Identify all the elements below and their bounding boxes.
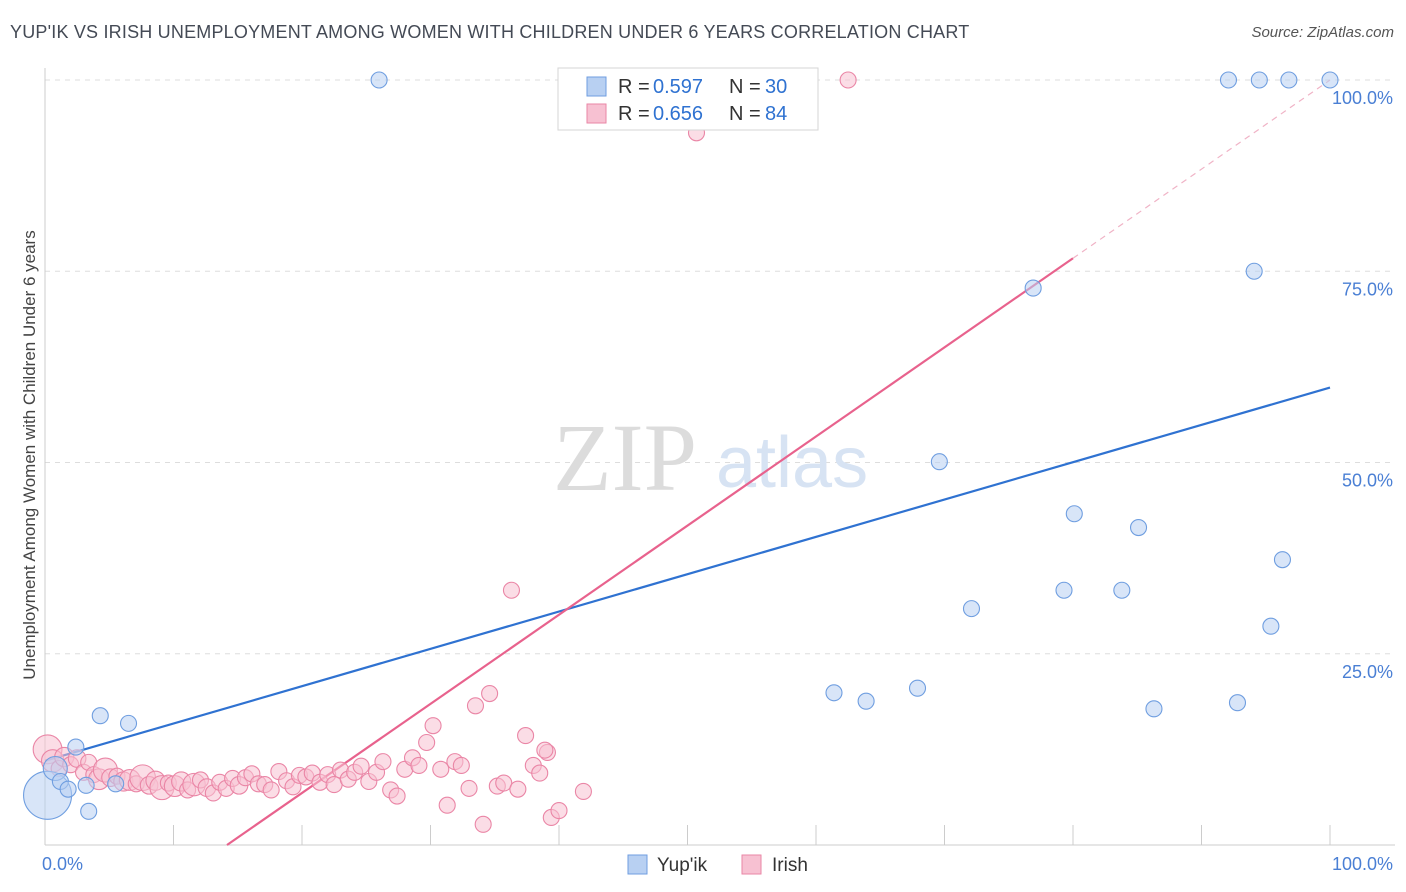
yupik-point [1129,518,1148,537]
irish-point [481,684,499,703]
x-tick-label: 0.0% [42,854,83,874]
legend-top: R = 0.597 N = 30 R = 0.656 N = 84 [557,67,819,131]
legend-r-value-irish: 0.656 [653,103,703,125]
yupik-point [1321,71,1339,89]
yupik-point [1219,71,1238,89]
irish-point [517,727,535,745]
trend-lines [44,79,1331,846]
legend-r-value-yupik: 0.597 [653,76,703,98]
irish-point [466,697,485,715]
legend-r-label-irish: R = [618,103,650,125]
irish-point [388,787,406,805]
irish-point [418,733,436,752]
legend-r-label-yupik: R = [618,76,650,98]
yupik-point [1228,694,1247,712]
yupik-point [1065,505,1083,523]
legend-n-value-yupik: 30 [765,76,787,98]
yupik-point [59,780,77,798]
irish-point [550,802,568,820]
yupik-point [825,684,843,702]
yupik-point [1145,700,1163,718]
bottom-legend-swatch-yupik [627,854,648,875]
irish-point [452,756,470,774]
yupik-point [857,692,875,710]
irish-point [374,753,392,771]
trend-line-irish [226,257,1074,846]
source-label: Source: ZipAtlas.com [1251,24,1394,41]
yupik-point [930,453,948,471]
irish-point [460,779,478,797]
watermark: ZIP atlas [553,404,868,511]
legend-swatch-irish [586,103,607,124]
irish-point [262,781,280,799]
legend-n-value-irish: 84 [765,103,787,125]
irish-point [474,815,492,833]
irish-point [574,782,592,801]
tick-labels: 25.0% 50.0% 75.0% 100.0% 0.0% 100.0% [42,88,1393,874]
yupik-point [91,707,109,725]
yupik-point [1113,581,1131,599]
x-tick-label: 100.0% [1332,854,1393,874]
yupik-point [107,775,125,793]
bottom-legend-label-irish: Irish [772,855,808,876]
irish-point [495,774,513,792]
y-tick-label: 25.0% [1342,662,1393,682]
yupik-point [908,679,927,697]
yupik-point [1273,551,1292,569]
trend-line-yupik [44,386,1331,762]
watermark-atlas: atlas [716,423,868,503]
y-tick-label: 75.0% [1342,279,1393,299]
yupik-point [1262,617,1280,635]
data-points [23,71,1339,833]
yupik-point [1245,262,1263,280]
irish-point [531,764,549,782]
yupik-point [1024,279,1042,297]
bottom-legend-label-yupik: Yup'ik [657,855,708,876]
yupik-point [119,714,138,732]
yupik-point [1250,71,1268,89]
chart-title: YUP'IK VS IRISH UNEMPLOYMENT AMONG WOMEN… [10,22,970,42]
irish-point [410,756,428,774]
irish-point [352,757,370,775]
trend-line-irish-extension [1072,79,1331,259]
yupik-point [1280,71,1298,89]
yupik-point [1055,581,1073,599]
irish-point [536,741,554,759]
irish-point [839,71,857,89]
bottom-legend-swatch-irish [741,854,762,875]
irish-point [509,780,527,798]
yupik-point [77,776,95,794]
y-tick-label: 50.0% [1342,471,1393,491]
watermark-zip: ZIP [553,404,697,511]
gridlines [45,79,1395,655]
irish-point [502,581,521,599]
yupik-point [370,71,388,89]
yupik-point [67,738,85,756]
yupik-point [962,600,981,618]
legend-bottom: Yup'ik Irish [627,854,808,876]
legend-n-label-irish: N = [729,103,761,125]
irish-point [432,760,450,778]
yupik-point [80,802,98,820]
y-tick-label: 100.0% [1332,88,1393,108]
irish-point [438,796,456,814]
irish-point [424,717,442,735]
axes [44,68,1395,846]
legend-swatch-yupik [586,76,607,97]
legend-n-label-yupik: N = [729,76,761,98]
